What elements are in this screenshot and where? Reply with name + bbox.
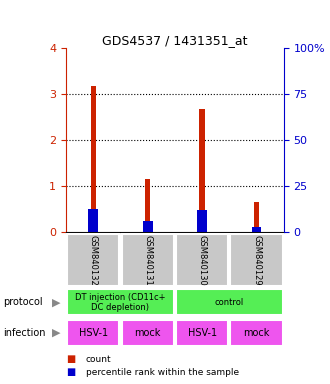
Text: ▶: ▶ [52, 297, 60, 308]
Text: DT injection (CD11c+
DC depletion): DT injection (CD11c+ DC depletion) [75, 293, 166, 312]
Bar [176, 290, 283, 315]
Title: GDS4537 / 1431351_at: GDS4537 / 1431351_at [102, 34, 248, 47]
Bar [230, 320, 283, 346]
Bar [176, 320, 228, 346]
Text: control: control [215, 298, 244, 307]
Text: percentile rank within the sample: percentile rank within the sample [86, 368, 239, 377]
Text: GSM840131: GSM840131 [143, 235, 152, 286]
Bar [121, 320, 174, 346]
Bar [176, 234, 228, 286]
Text: mock: mock [135, 328, 161, 338]
Bar [254, 202, 259, 232]
Bar [67, 234, 119, 286]
Bar [199, 109, 205, 232]
Text: HSV-1: HSV-1 [187, 328, 217, 338]
Text: infection: infection [3, 328, 46, 338]
Bar [197, 210, 207, 232]
Text: protocol: protocol [3, 297, 43, 308]
Text: GSM840132: GSM840132 [89, 235, 98, 286]
Bar [67, 320, 119, 346]
Bar [121, 234, 174, 286]
Bar [230, 234, 283, 286]
Text: HSV-1: HSV-1 [79, 328, 108, 338]
Text: count: count [86, 354, 112, 364]
Bar [90, 86, 96, 232]
Text: mock: mock [244, 328, 270, 338]
Text: ▶: ▶ [52, 328, 60, 338]
Text: GSM840130: GSM840130 [198, 235, 207, 286]
Bar [252, 227, 261, 232]
Text: ■: ■ [66, 354, 75, 364]
Bar [88, 209, 98, 232]
Text: GSM840129: GSM840129 [252, 235, 261, 285]
Text: ■: ■ [66, 367, 75, 377]
Bar [145, 179, 150, 232]
Bar [67, 290, 174, 315]
Bar [143, 221, 152, 232]
